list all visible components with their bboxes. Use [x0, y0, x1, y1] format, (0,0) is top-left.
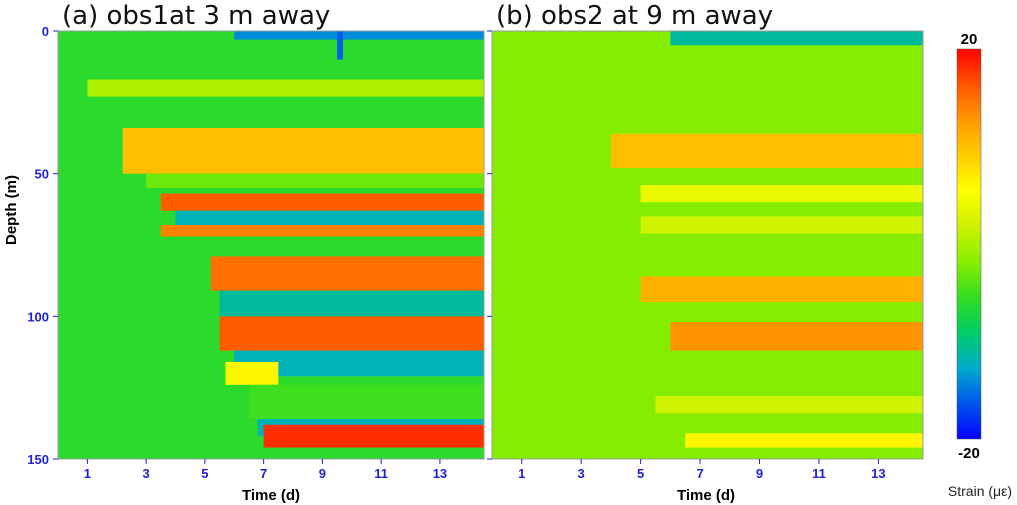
panel-b-xtick-label: 3	[578, 466, 585, 481]
panel-a-frame	[57, 30, 485, 460]
panel-a-xtick-label: 7	[260, 466, 267, 481]
colorbar-title: Strain (με)	[948, 483, 1012, 499]
panel-a-strain-band-7	[160, 225, 485, 237]
panel-b-xtick-label: 13	[871, 466, 885, 481]
panel-a-xtick-label: 11	[374, 466, 388, 481]
panel-a-xtick-label: 9	[319, 466, 326, 481]
panel-b-xtick-label: 7	[696, 466, 703, 481]
panel-b-heatmap	[492, 31, 923, 459]
panel-b-strain-band-0	[670, 31, 923, 46]
panel-a-xtick-label: 13	[433, 466, 447, 481]
panel-a-heatmap	[58, 31, 485, 459]
panel-a-strain-band-8	[210, 256, 485, 291]
panel-b-xtick-label: 9	[756, 466, 763, 481]
panel-a-strain-band-2	[87, 79, 485, 97]
panel-a-xlabel: Time (d)	[242, 487, 300, 504]
colorbar: 20 -20 Strain (με)	[948, 31, 1012, 499]
panel-a-ytick-label: 0	[42, 24, 49, 39]
panel-a-xtick-label: 1	[84, 466, 91, 481]
panel-a-ytick-label: 150	[27, 452, 49, 467]
panel-b-strain-band-5	[670, 322, 923, 351]
panel-b-xtick-label: 1	[518, 466, 525, 481]
panel-b-xtick-label: 11	[812, 466, 826, 481]
panel-b-background-field	[492, 31, 923, 459]
colorbar-max-label: 20	[961, 31, 978, 48]
panel-a-ytick-label: 100	[27, 309, 49, 324]
panel-a-strain-band-12	[225, 361, 279, 385]
panel-a-xtick-label: 3	[143, 466, 150, 481]
panel-a-xtick-label: 5	[201, 466, 208, 481]
panel-b-xtick-label: 5	[637, 466, 644, 481]
panel-a-strain-band-10	[219, 316, 484, 351]
panel-b-strain-band-2	[640, 185, 923, 203]
panel-b-xlabel: Time (d)	[677, 487, 735, 504]
colorbar-min-label: -20	[958, 445, 980, 462]
panel-b-title: (b) obs2 at 9 m away	[496, 1, 773, 31]
panel-b-strain-band-4	[640, 276, 923, 303]
panel-a-strain-band-4	[146, 173, 484, 188]
panel-a-strain-band-5	[160, 193, 485, 211]
panel-a-strain-band-9	[219, 290, 484, 317]
panel-a-strain-band-3	[122, 128, 484, 174]
panel-b-strain-band-3	[640, 216, 923, 234]
panel-a-strain-band-6	[175, 210, 484, 226]
panel-a-ytick-label: 50	[35, 167, 49, 182]
panel-b-strain-band-1	[610, 133, 923, 168]
panel-b-frame	[491, 30, 924, 460]
panel-b-strain-band-7	[685, 433, 923, 448]
panel-a-strain-band-13	[248, 384, 484, 420]
panel-a-strain-band-15	[263, 424, 484, 448]
panel-a-ylabel: Depth (m)	[3, 175, 20, 245]
panel-a-strain-band-1	[337, 31, 343, 60]
panel-b-strain-band-6	[655, 396, 923, 414]
panel-a-strain-band-0	[234, 31, 484, 40]
panel-a-title: (a) obs1at 3 m away	[62, 1, 330, 31]
panel-b-ticks: 1 3 5 7 9 11 13	[487, 30, 886, 481]
colorbar-scale	[956, 48, 982, 440]
panel-b: (b) obs2 at 9 m away 1 3 5 7 9 11 13 Time (d)	[487, 1, 924, 504]
